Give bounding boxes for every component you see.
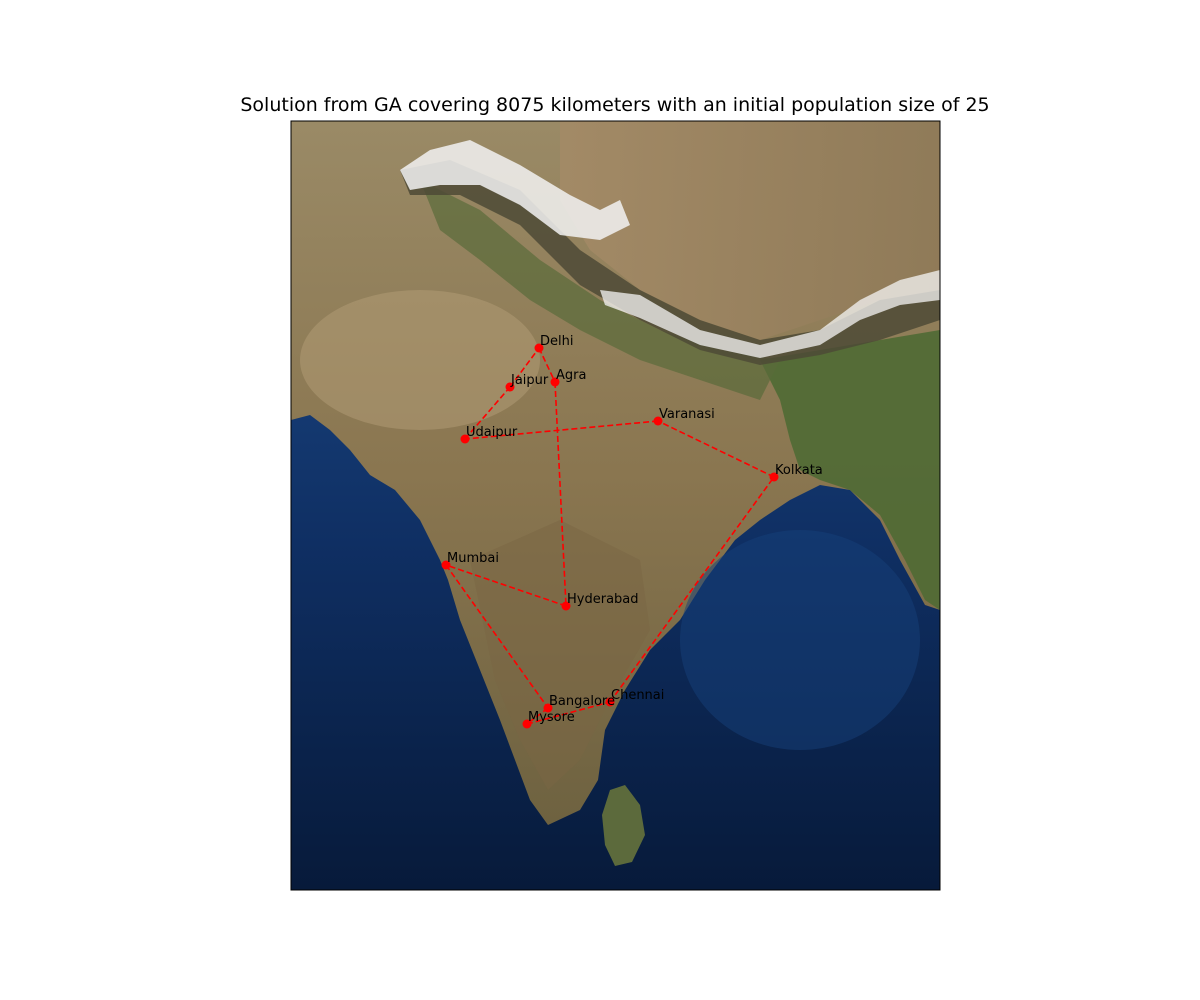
city-markers	[441, 343, 779, 729]
city-label-mumbai: Mumbai	[447, 551, 499, 566]
city-marker-bangalore[interactable]	[543, 703, 553, 713]
route-segment-agra-hyderabad	[554, 381, 567, 607]
city-label-bangalore: Bangalore	[549, 694, 615, 709]
city-marker-varanasi[interactable]	[653, 416, 663, 426]
city-label-kolkata: Kolkata	[775, 463, 823, 478]
city-label-delhi: Delhi	[540, 334, 573, 349]
city-marker-mysore[interactable]	[522, 719, 532, 729]
city-labels: Delhi Jaipur Agra Varanasi Udaipur Kolkata Mum…	[447, 334, 823, 725]
tibetan-plateau	[560, 121, 940, 340]
city-label-mysore: Mysore	[528, 710, 575, 725]
page-title: Solution from GA covering 8075 kilometer…	[240, 94, 990, 116]
city-label-agra: Agra	[556, 368, 586, 383]
route-segment-mysore-chennai	[526, 701, 611, 725]
route-segment-hyderabad-mumbai	[445, 564, 567, 607]
map-frame	[290, 120, 941, 891]
route-segment-chennai-kolkata	[609, 476, 775, 703]
city-marker-delhi[interactable]	[534, 343, 544, 353]
city-label-udaipur: Udaipur	[466, 425, 518, 440]
bay-of-bengal	[680, 530, 920, 750]
city-label-chennai: Chennai	[611, 688, 664, 703]
city-marker-agra[interactable]	[550, 377, 560, 387]
deccan-plateau	[470, 520, 650, 790]
snow-caps	[400, 140, 630, 240]
city-marker-udaipur[interactable]	[460, 434, 470, 444]
city-marker-kolkata[interactable]	[769, 472, 779, 482]
route-layer	[445, 347, 775, 725]
northeast-green	[760, 330, 940, 610]
sri-lanka	[602, 785, 645, 866]
city-label-hyderabad: Hyderabad	[567, 592, 639, 607]
city-label-jaipur: Jaipur	[510, 373, 549, 388]
route-segment-delhi-agra	[538, 347, 556, 383]
route-segment-varanasi-udaipur	[464, 420, 659, 440]
city-label-varanasi: Varanasi	[659, 407, 715, 422]
thar-desert	[300, 290, 540, 430]
city-marker-hyderabad[interactable]	[561, 601, 571, 611]
city-marker-chennai[interactable]	[605, 697, 615, 707]
city-marker-mumbai[interactable]	[441, 560, 451, 570]
route-segment-mumbai-bangalore	[445, 564, 549, 709]
route-segment-kolkata-varanasi	[657, 420, 775, 478]
snow-caps-east	[600, 270, 940, 358]
city-marker-jaipur[interactable]	[505, 382, 515, 392]
route-segment-udaipur-jaipur	[464, 386, 511, 440]
route-segment-jaipur-delhi	[509, 347, 540, 388]
satellite-map	[291, 121, 940, 890]
